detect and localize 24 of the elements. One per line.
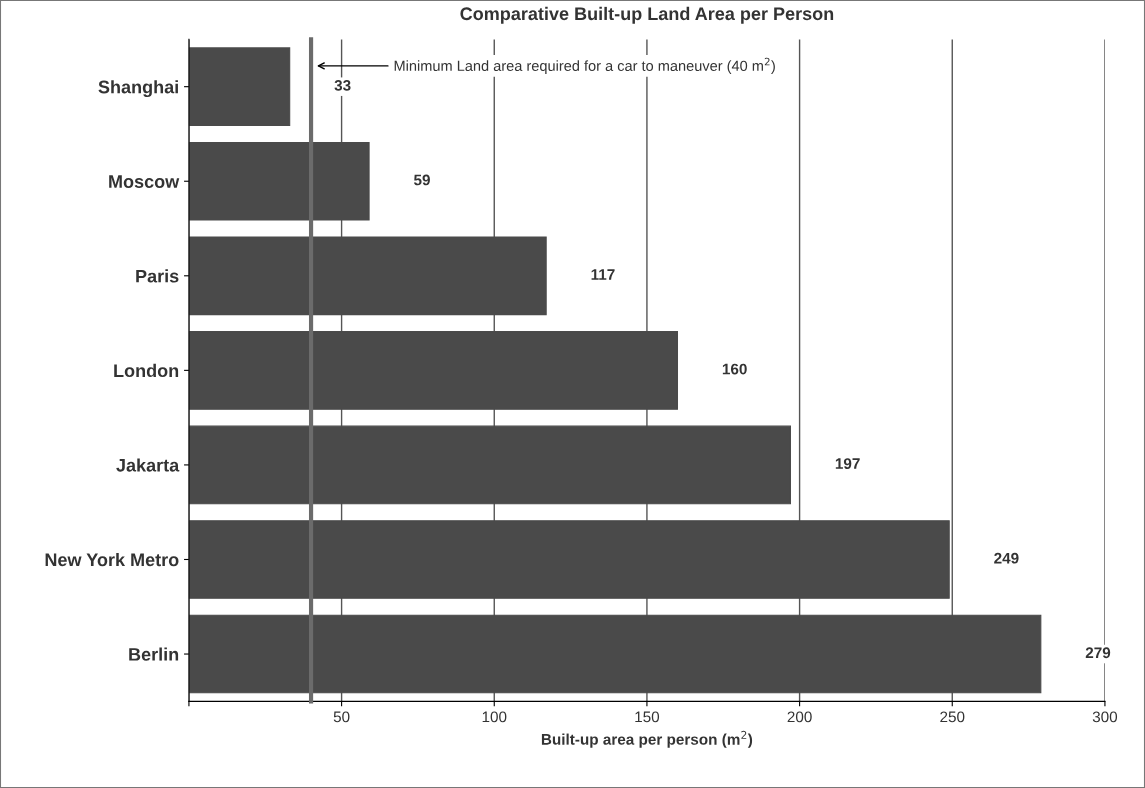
y-tick-label: Berlin: [129, 647, 179, 661]
y-tick-label: London: [114, 363, 179, 378]
bar: [188, 47, 291, 127]
x-tick-label: 50: [333, 711, 350, 723]
data-label: 279: [1085, 647, 1111, 659]
chart-title: Comparative Built-up Land Area per Person: [460, 6, 834, 24]
data-label: 59: [413, 174, 430, 186]
y-tick-label: Moscow: [109, 175, 180, 188]
y-tick-label: New York Metro: [45, 552, 179, 567]
data-label: 160: [722, 363, 747, 375]
data-label: 33: [334, 79, 351, 91]
y-tick-label: Shanghai: [98, 80, 178, 98]
ref-line-label: Minimum Land area required for a car to maneuver (40 m$^{2}$): [394, 57, 775, 74]
data-label: 249: [994, 552, 1019, 564]
data-label: 197: [835, 458, 860, 470]
y-tick-label: Paris: [136, 269, 179, 283]
data-label: 117: [591, 269, 615, 280]
x-tick-label: 200: [787, 711, 812, 723]
x-axis-title: Built-up area per person (m$^{2}$): [541, 730, 753, 748]
y-tick-label: Jakarta: [116, 458, 180, 472]
x-tick-label: 150: [635, 711, 660, 723]
x-tick-label: 300: [1092, 711, 1118, 723]
x-tick-label: 250: [940, 711, 965, 723]
x-tick-label: 100: [482, 711, 507, 723]
